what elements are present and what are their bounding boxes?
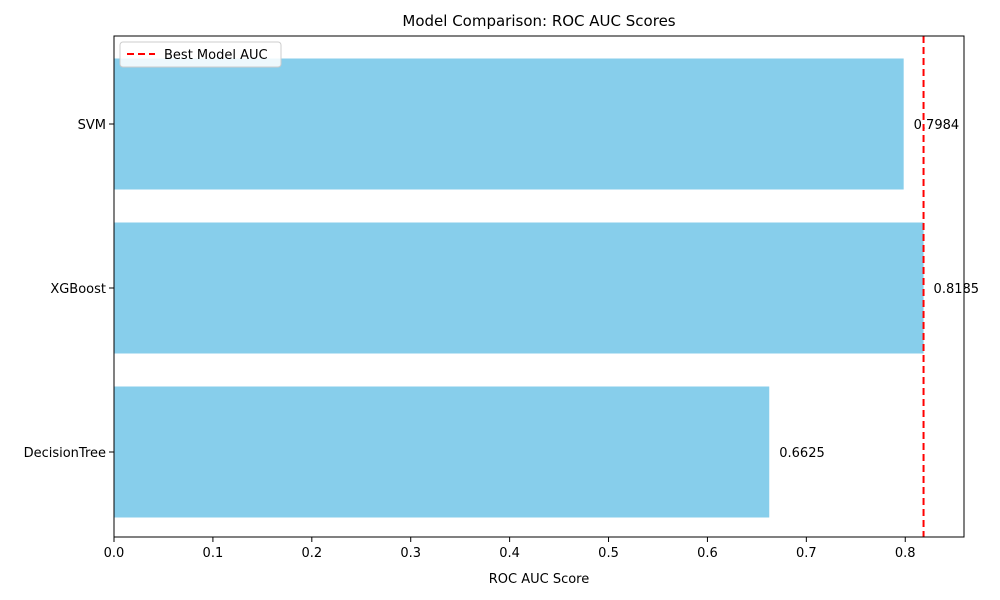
bars-group [114, 58, 924, 518]
y-tick-label-svm: SVM [78, 118, 106, 133]
x-tick-label: 0.3 [400, 546, 421, 561]
x-axis-label: ROC AUC Score [489, 572, 590, 587]
y-tick-label-xgboost: XGBoost [50, 282, 106, 297]
chart-title: Model Comparison: ROC AUC Scores [402, 12, 675, 30]
legend-entry-best-model-auc: Best Model AUC [164, 48, 268, 63]
x-tick-label: 0.2 [301, 546, 322, 561]
data-labels-group: 0.7984 0.8185 0.6625 [779, 118, 979, 461]
legend: Best Model AUC [119, 41, 282, 68]
y-axis-ticks: SVM XGBoost DecisionTree [24, 118, 114, 461]
data-label-xgboost: 0.8185 [934, 282, 980, 297]
bar-svm [114, 58, 904, 190]
x-tick-label: 0.7 [796, 546, 817, 561]
plot-frame [113, 35, 965, 538]
x-tick-label: 0.8 [895, 546, 916, 561]
x-tick-label: 0.0 [104, 546, 125, 561]
x-tick-label: 0.1 [203, 546, 224, 561]
bar-decisiontree [114, 386, 770, 518]
data-label-decisiontree: 0.6625 [779, 446, 825, 461]
x-axis-ticks: 0.0 0.1 0.2 0.3 0.4 0.5 0.6 0.7 0.8 [104, 537, 916, 561]
x-tick-label: 0.6 [697, 546, 718, 561]
y-tick-label-decisiontree: DecisionTree [24, 446, 106, 461]
data-label-svm: 0.7984 [914, 118, 960, 133]
legend-box [119, 41, 282, 68]
x-tick-label: 0.5 [598, 546, 619, 561]
bar-xgboost [114, 222, 924, 354]
x-tick-label: 0.4 [499, 546, 520, 561]
